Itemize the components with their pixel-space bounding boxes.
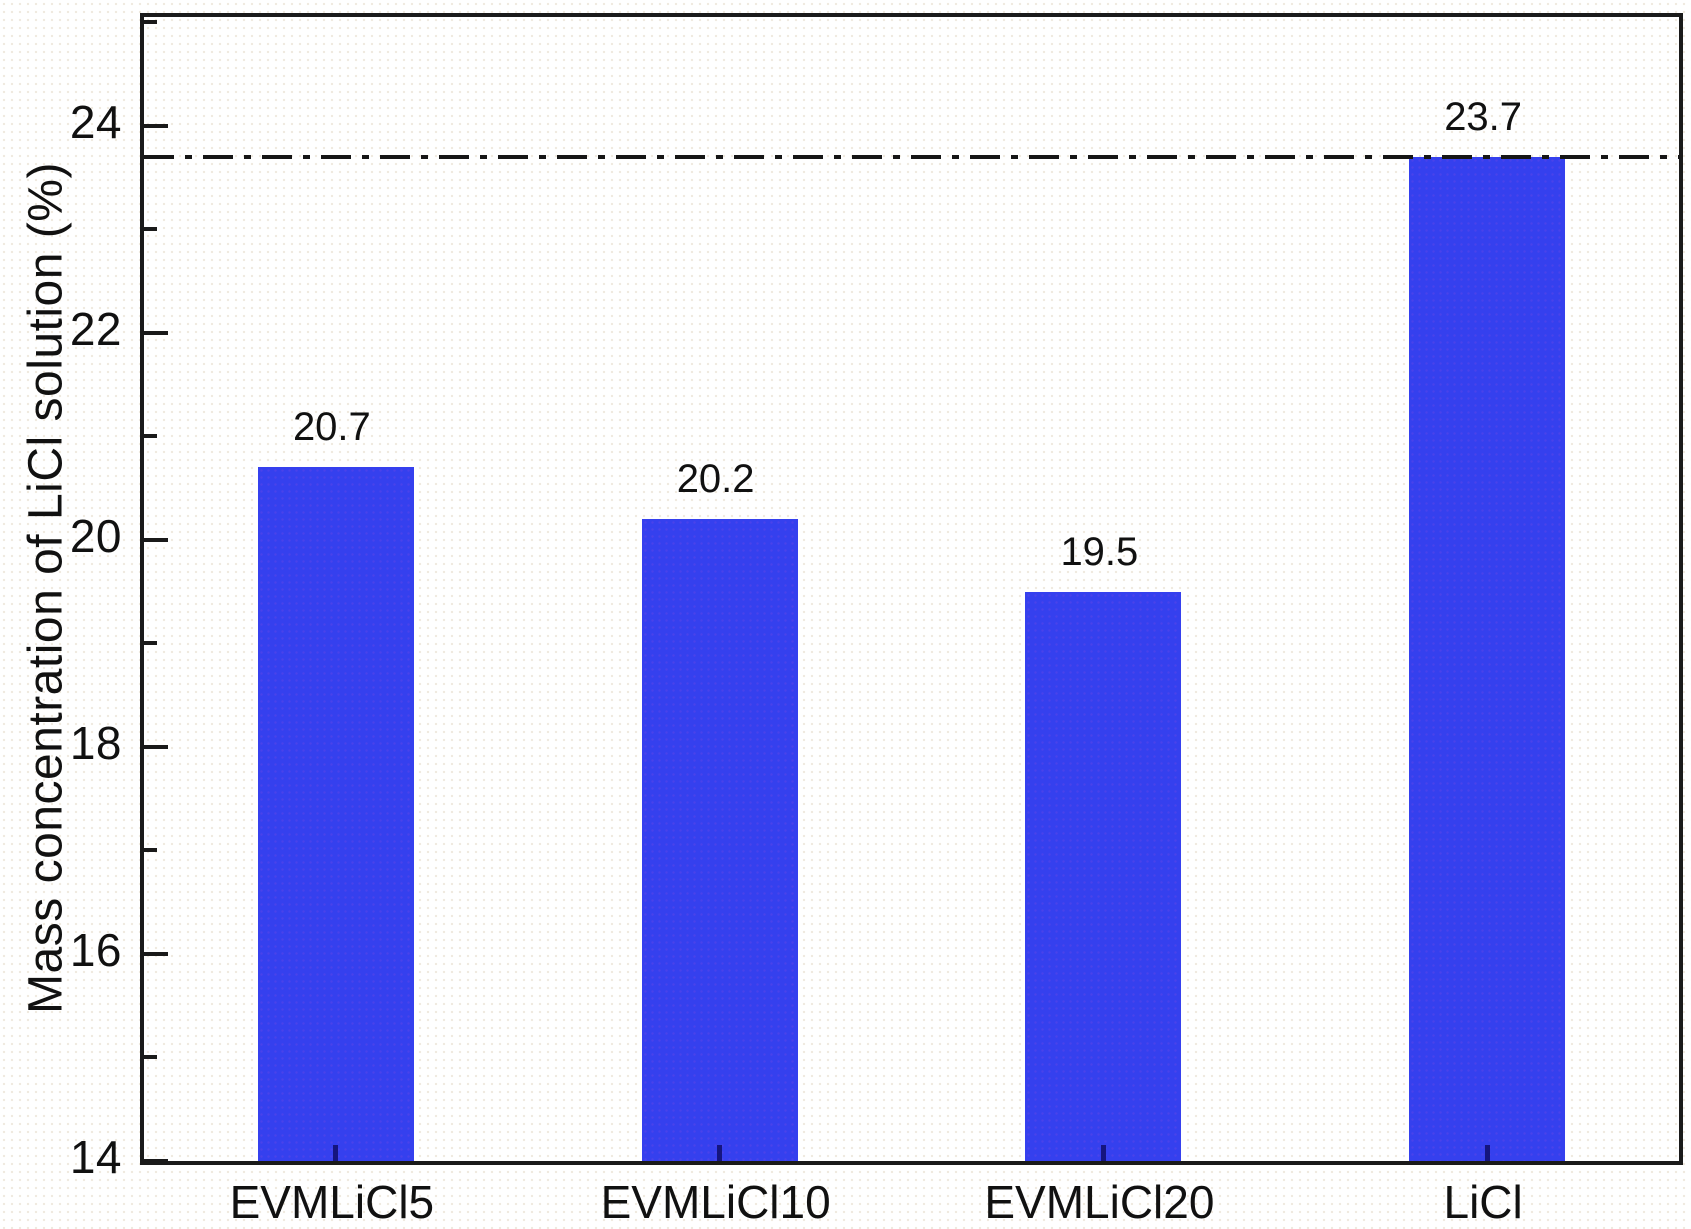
y-tick-label: 22 — [69, 302, 122, 355]
y-tick-label: 16 — [69, 923, 122, 976]
x-tick-EVMLiCl20 — [1100, 1145, 1106, 1161]
x-category-label-LiCl: LiCl — [1443, 1176, 1523, 1228]
y-tick-major — [144, 330, 168, 335]
y-tick-minor — [144, 848, 157, 853]
y-tick-minor — [144, 227, 157, 232]
bar-LiCl — [1409, 156, 1566, 1161]
bar-value-label: 19.5 — [1060, 529, 1139, 574]
y-tick-minor — [144, 641, 157, 646]
x-category-label-EVMLiCl5: EVMLiCl5 — [229, 1176, 435, 1228]
y-tick-minor — [144, 434, 157, 439]
x-category-label-EVMLiCl20: EVMLiCl20 — [984, 1176, 1215, 1228]
y-axis-title: Mass concentration of LiCl solution (%) — [19, 162, 73, 1014]
bar-EVMLiCl20 — [1025, 591, 1182, 1161]
y-tick-major — [144, 537, 168, 542]
plot-area — [140, 13, 1683, 1165]
y-tick-minor — [144, 1055, 157, 1060]
y-tick-major — [144, 951, 168, 956]
y-tick-major — [144, 744, 168, 749]
y-tick-minor — [144, 20, 157, 25]
bar-EVMLiCl5 — [257, 467, 414, 1161]
y-tick-major — [144, 123, 168, 128]
y-tick-label: 14 — [69, 1131, 122, 1183]
x-category-label-EVMLiCl10: EVMLiCl10 — [600, 1176, 831, 1228]
bar-value-label: 20.2 — [676, 457, 755, 502]
y-tick-label: 18 — [69, 716, 122, 769]
reference-line — [144, 154, 1679, 159]
bar-value-label: 20.7 — [292, 405, 371, 450]
bar-EVMLiCl10 — [641, 519, 798, 1161]
y-tick-major — [144, 1159, 168, 1163]
y-tick-label: 24 — [69, 95, 122, 148]
bar-value-label: 23.7 — [1444, 94, 1523, 139]
x-tick-EVMLiCl10 — [717, 1145, 723, 1161]
x-tick-EVMLiCl5 — [333, 1145, 339, 1161]
x-tick-LiCl — [1484, 1145, 1490, 1161]
y-tick-label: 20 — [69, 509, 122, 562]
